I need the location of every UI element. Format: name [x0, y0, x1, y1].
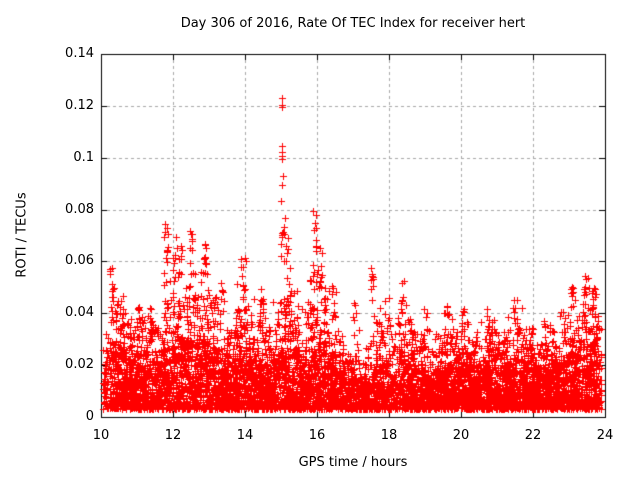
y-tick-label: 0.08 — [65, 201, 94, 217]
x-tick-label: 14 — [236, 428, 254, 443]
y-tick-label: 0.14 — [65, 46, 94, 61]
y-tick-label: 0 — [85, 409, 94, 424]
x-tick-label: 12 — [164, 428, 182, 443]
x-tick-label: 10 — [92, 428, 110, 443]
x-axis-label: GPS time / hours — [298, 455, 408, 470]
x-tick-label: 24 — [596, 428, 614, 443]
x-tick-label: 22 — [524, 428, 542, 443]
y-tick-label: 0.12 — [65, 97, 94, 113]
y-tick-label: 0.04 — [65, 305, 94, 321]
x-tick-label: 16 — [308, 428, 326, 443]
x-tick-label: 18 — [380, 428, 398, 443]
y-tick-label: 0.1 — [73, 149, 94, 165]
y-tick-label: 0.06 — [65, 253, 94, 269]
x-tick-label: 20 — [452, 428, 470, 443]
y-tick-label: 0.02 — [65, 357, 94, 373]
chart-title: Day 306 of 2016, Rate Of TEC Index for r… — [180, 16, 526, 31]
